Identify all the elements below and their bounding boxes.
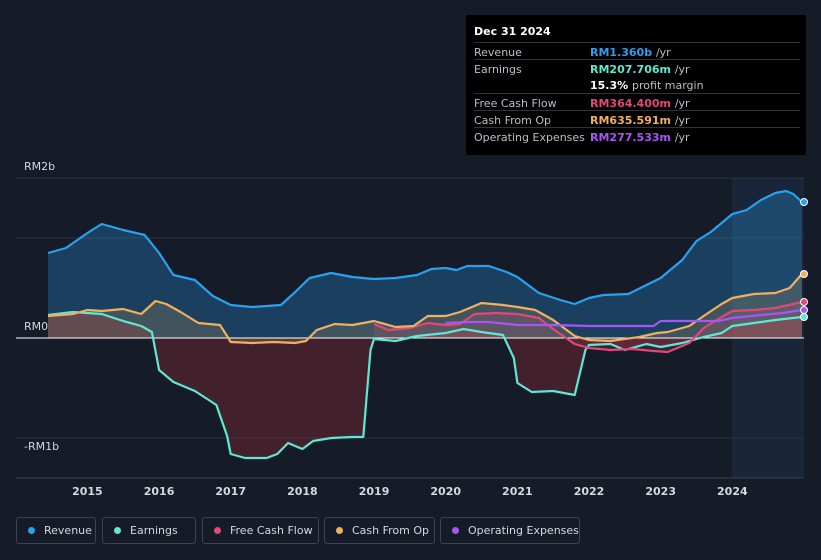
x-tick-label: 2022: [574, 485, 605, 498]
legend-dot-icon: [336, 527, 343, 534]
x-tick-label: 2015: [72, 485, 103, 498]
series-lines: [47, 189, 803, 460]
forecast-region: [732, 178, 804, 478]
legend-item-earnings[interactable]: Earnings: [102, 517, 196, 544]
cash-from-op-area: [48, 274, 802, 343]
tooltip-label: Free Cash Flow: [474, 97, 557, 110]
legend-dot-icon: [214, 527, 221, 534]
x-tick-label: 2024: [717, 485, 748, 498]
tooltip-value: RM635.591m /yr: [590, 114, 690, 127]
y-tick-label: RM2b: [24, 160, 55, 173]
tooltip-label: Earnings: [474, 63, 522, 76]
tooltip-row-revenue: Revenue RM1.360b /yr: [474, 42, 800, 60]
legend-label: Revenue: [44, 524, 92, 537]
legend-dot-icon: [28, 527, 35, 534]
legend-item-operating-expenses[interactable]: Operating Expenses: [440, 517, 580, 544]
x-tick-label: 2016: [144, 485, 175, 498]
x-tick-label: 2019: [359, 485, 390, 498]
tooltip-row-earnings: Earnings RM207.706m /yr: [474, 59, 800, 77]
free-cash-flow-line: [373, 300, 803, 354]
x-tick-label: 2021: [502, 485, 533, 498]
tooltip-value: 15.3% profit margin: [590, 79, 704, 92]
series-endpoints: [800, 198, 808, 321]
tooltip-value: RM364.400m /yr: [590, 97, 690, 110]
legend-label: Free Cash Flow: [230, 524, 313, 537]
tooltip-row-operating-expenses: Operating Expenses RM277.533m /yr: [474, 127, 800, 145]
legend-label: Cash From Op: [352, 524, 430, 537]
legend-dot-icon: [452, 527, 459, 534]
tooltip-value: RM1.360b /yr: [590, 46, 671, 59]
x-axis-labels: 2015 2016 2017 2018 2019 2020 2021 2022 2023 2024: [72, 485, 748, 498]
legend-label: Earnings: [130, 524, 178, 537]
tooltip-label: Operating Expenses: [474, 131, 585, 144]
earnings-area: [48, 312, 802, 458]
revenue-endpoint: [800, 198, 808, 206]
legend-dot-icon: [114, 527, 121, 534]
legend-item-revenue[interactable]: Revenue: [16, 517, 96, 544]
y-tick-label: RM0: [24, 320, 48, 333]
x-tick-label: 2018: [287, 485, 318, 498]
tooltip-row-free-cash-flow: Free Cash Flow RM364.400m /yr: [474, 93, 800, 111]
revenue-area: [48, 191, 802, 338]
tooltip-row-cash-from-op: Cash From Op RM635.591m /yr: [474, 110, 800, 128]
legend-item-free-cash-flow[interactable]: Free Cash Flow: [202, 517, 319, 544]
y-axis-labels: RM2b RM0 -RM1b: [24, 160, 59, 453]
earnings-endpoint: [800, 313, 808, 321]
cash-from-op-line: [47, 273, 803, 345]
operating-expenses-line: [445, 308, 803, 328]
x-tick-label: 2020: [430, 485, 461, 498]
x-tick-label: 2017: [215, 485, 246, 498]
cash-from-op-endpoint: [800, 270, 808, 278]
tooltip-value: RM207.706m /yr: [590, 63, 690, 76]
tooltip-label: Cash From Op: [474, 114, 552, 127]
y-tick-label: -RM1b: [24, 440, 59, 453]
operating-expenses-endpoint: [800, 306, 808, 314]
free-cash-flow-endpoint: [800, 298, 808, 306]
tooltip-label: Revenue: [474, 46, 522, 59]
revenue-line: [47, 189, 803, 309]
tooltip-panel: Dec 31 2024 Revenue RM1.360b /yr Earning…: [466, 15, 806, 155]
legend-item-cash-from-op[interactable]: Cash From Op: [324, 517, 435, 544]
tooltip-date: Dec 31 2024: [474, 25, 551, 38]
legend-label: Operating Expenses: [468, 524, 579, 537]
tooltip-value: RM277.533m /yr: [590, 131, 690, 144]
x-tick-label: 2023: [645, 485, 676, 498]
earnings-line: [47, 310, 803, 460]
tooltip-row-profit-margin: 15.3% profit margin: [474, 76, 800, 93]
